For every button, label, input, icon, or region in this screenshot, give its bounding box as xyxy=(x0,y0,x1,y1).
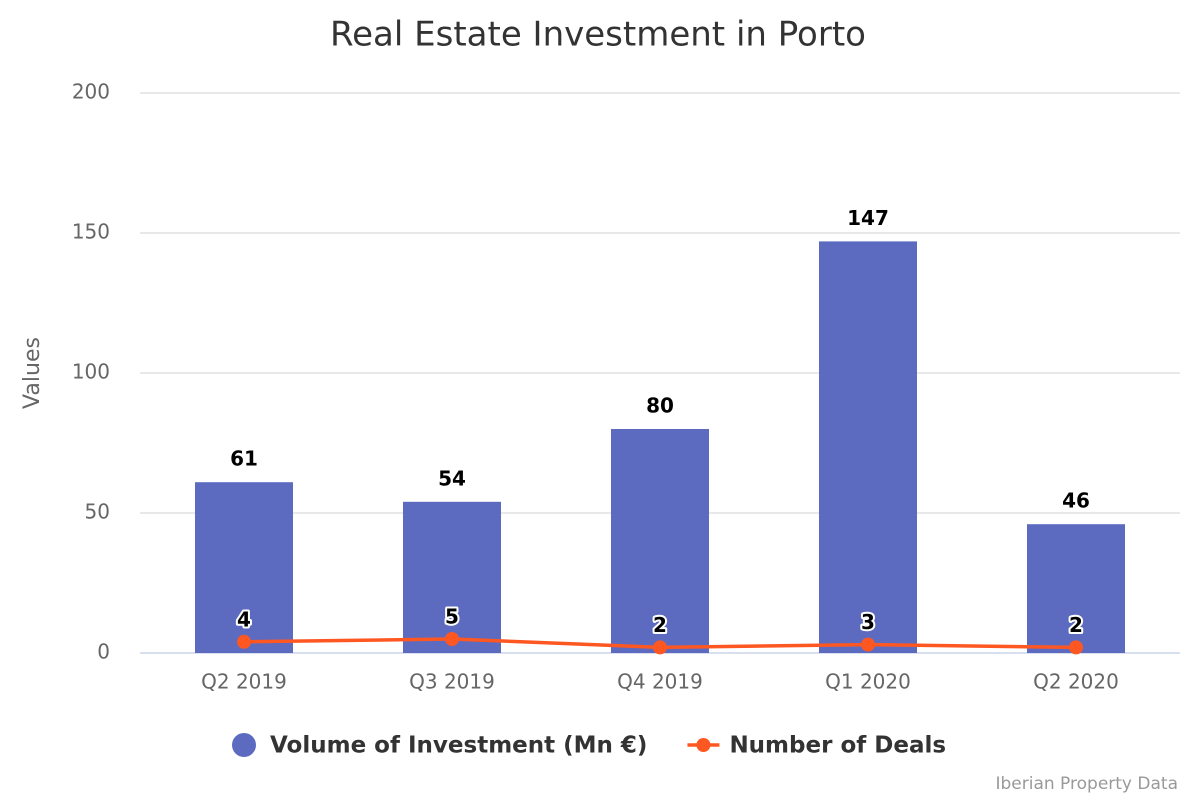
x-tick-label: Q4 2019 xyxy=(617,670,703,694)
y-tick-label: 100 xyxy=(72,360,110,384)
y-tick-label: 0 xyxy=(97,640,110,664)
point xyxy=(1069,640,1083,655)
bar xyxy=(403,501,501,653)
data-label: 61 xyxy=(230,447,258,471)
x-tick-label: Q2 2019 xyxy=(201,670,287,694)
data-label: 3 xyxy=(861,610,875,634)
point xyxy=(237,634,251,649)
legend-label: Volume of Investment (Mn €) xyxy=(270,733,647,759)
data-label: 54 xyxy=(438,466,466,490)
x-tick-label: Q1 2020 xyxy=(825,670,911,694)
data-label: 46 xyxy=(1062,489,1090,513)
credit: Iberian Property Data xyxy=(995,774,1178,794)
legend-marker xyxy=(696,738,711,752)
data-label: 147 xyxy=(847,206,889,230)
bar xyxy=(1027,524,1125,653)
data-label: 5 xyxy=(445,605,459,629)
x-tick-label: Q2 2020 xyxy=(1033,670,1119,694)
legend-marker xyxy=(232,733,256,757)
data-label: 2 xyxy=(653,613,667,637)
bar xyxy=(195,482,293,653)
data-label: 2 xyxy=(1069,613,1083,637)
y-tick-label: 150 xyxy=(72,220,110,244)
legend-label: Number of Deals xyxy=(729,733,946,759)
y-tick-label: 200 xyxy=(72,80,110,104)
y-axis-label: Values xyxy=(20,337,45,409)
bar xyxy=(819,241,917,653)
point xyxy=(653,640,667,655)
bar xyxy=(611,429,709,653)
x-tick-label: Q3 2019 xyxy=(409,670,495,694)
data-label: 80 xyxy=(646,394,674,418)
data-label: 4 xyxy=(237,607,251,631)
chart-title: Real Estate Investment in Porto xyxy=(330,15,866,55)
y-tick-label: 50 xyxy=(85,500,110,524)
point xyxy=(445,632,459,646)
point xyxy=(861,637,875,652)
